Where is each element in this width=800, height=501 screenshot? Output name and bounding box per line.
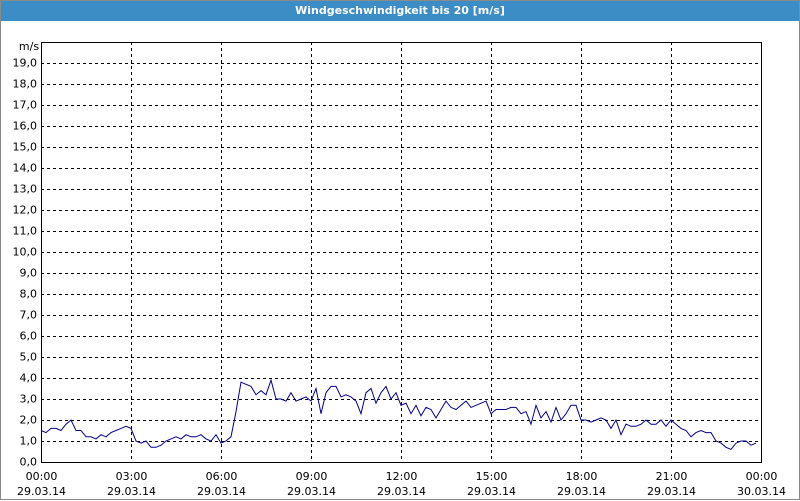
- y-tick-label: 17,0: [13, 99, 38, 112]
- y-tick-label: 13,0: [13, 183, 38, 196]
- y-tick-label: 1,0: [20, 435, 38, 448]
- y-tick-label: 15,0: [13, 141, 38, 154]
- y-tick-label: 19,0: [13, 57, 38, 70]
- y-tick-label: 18,0: [13, 78, 38, 91]
- x-tick-date: 29.03.14: [377, 485, 426, 498]
- y-axis-unit: m/s: [19, 40, 39, 53]
- x-tick-date: 29.03.14: [467, 485, 516, 498]
- x-tick-label: 15:00: [476, 470, 508, 483]
- y-tick-label: 6,0: [20, 330, 38, 343]
- x-tick-label: 18:00: [566, 470, 598, 483]
- x-tick-date: 29.03.14: [557, 485, 606, 498]
- x-tick-label: 12:00: [386, 470, 418, 483]
- x-tick-label: 03:00: [116, 470, 148, 483]
- x-tick-date: 30.03.14: [737, 485, 786, 498]
- x-tick-label: 00:00: [26, 470, 58, 483]
- y-tick-label: 8,0: [20, 288, 38, 301]
- y-tick-label: 12,0: [13, 204, 38, 217]
- y-tick-label: 4,0: [20, 372, 38, 385]
- x-tick-date: 29.03.14: [647, 485, 696, 498]
- x-tick-date: 29.03.14: [107, 485, 156, 498]
- x-tick-date: 29.03.14: [197, 485, 246, 498]
- x-tick-date: 29.03.14: [287, 485, 336, 498]
- y-tick-label: 11,0: [13, 225, 38, 238]
- y-tick-label: 10,0: [13, 246, 38, 259]
- plot-frame: [41, 42, 762, 463]
- y-tick-label: 2,0: [20, 414, 38, 427]
- x-tick-label: 06:00: [206, 470, 238, 483]
- y-tick-label: 0,0: [20, 456, 38, 469]
- x-tick-label: 21:00: [656, 470, 688, 483]
- y-tick-label: 7,0: [20, 309, 38, 322]
- title-bar: Windgeschwindigkeit bis 20 [m/s]: [1, 1, 799, 21]
- y-tick-label: 14,0: [13, 162, 38, 175]
- x-tick-label: 00:00: [746, 470, 778, 483]
- data-line: [40, 378, 757, 451]
- y-tick-label: 9,0: [20, 267, 38, 280]
- y-tick-label: 16,0: [13, 120, 38, 133]
- x-tick-label: 09:00: [296, 470, 328, 483]
- x-tick-date: 29.03.14: [17, 485, 66, 498]
- y-tick-label: 3,0: [20, 393, 38, 406]
- y-tick-label: 5,0: [20, 351, 38, 364]
